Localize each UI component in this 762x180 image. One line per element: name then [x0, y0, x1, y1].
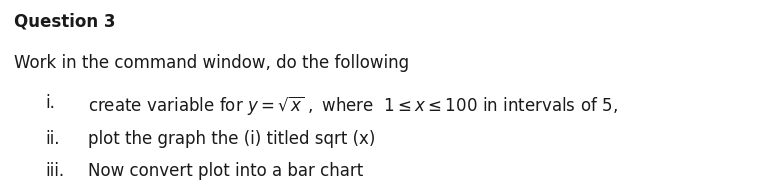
Text: i.: i.	[46, 94, 56, 112]
Text: Work in the command window, do the following: Work in the command window, do the follo…	[14, 54, 409, 72]
Text: plot the graph the (i) titled sqrt (x): plot the graph the (i) titled sqrt (x)	[88, 130, 375, 148]
Text: Question 3: Question 3	[14, 13, 115, 31]
Text: iii.: iii.	[46, 162, 65, 180]
Text: Now convert plot into a bar chart: Now convert plot into a bar chart	[88, 162, 363, 180]
Text: $\mathrm{create\ variable\ for\ } y = \sqrt{x}\mathrm{\ ,\ where\ \ } 1 \leq x \: $\mathrm{create\ variable\ for\ } y = \s…	[88, 94, 617, 117]
Text: ii.: ii.	[46, 130, 60, 148]
